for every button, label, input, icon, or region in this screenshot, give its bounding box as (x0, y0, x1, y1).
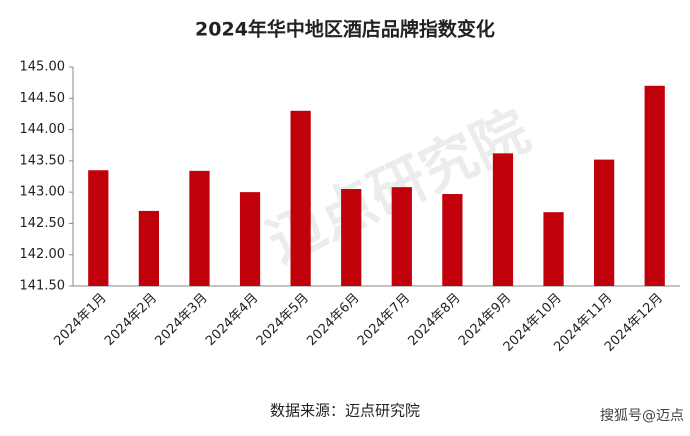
chart-title: 2024年华中地区酒店品牌指数变化 (195, 18, 495, 41)
y-tick-label: 144.50 (20, 91, 66, 106)
y-tick-label: 141.50 (20, 279, 66, 294)
bar (492, 153, 514, 286)
bar (341, 189, 362, 286)
y-tick-label: 143.00 (20, 185, 66, 200)
source: 数据来源：迈点研究院 (270, 402, 420, 420)
bar (290, 110, 311, 286)
y-tick-label: 144.00 (20, 122, 66, 137)
bar (88, 170, 109, 286)
y-tick-label: 145.00 (20, 60, 66, 75)
y-tick-label: 142.00 (20, 247, 66, 262)
y-tick-label: 143.50 (20, 153, 66, 168)
bar (189, 170, 210, 286)
corner-mark: 搜狐号@迈点 (600, 408, 684, 424)
bar (644, 85, 665, 287)
bar (543, 212, 564, 286)
bar (239, 192, 261, 286)
y-tick-label: 142.50 (20, 216, 66, 231)
bar (442, 194, 463, 286)
bar (138, 210, 159, 286)
bar (594, 159, 615, 286)
bar (391, 187, 412, 286)
